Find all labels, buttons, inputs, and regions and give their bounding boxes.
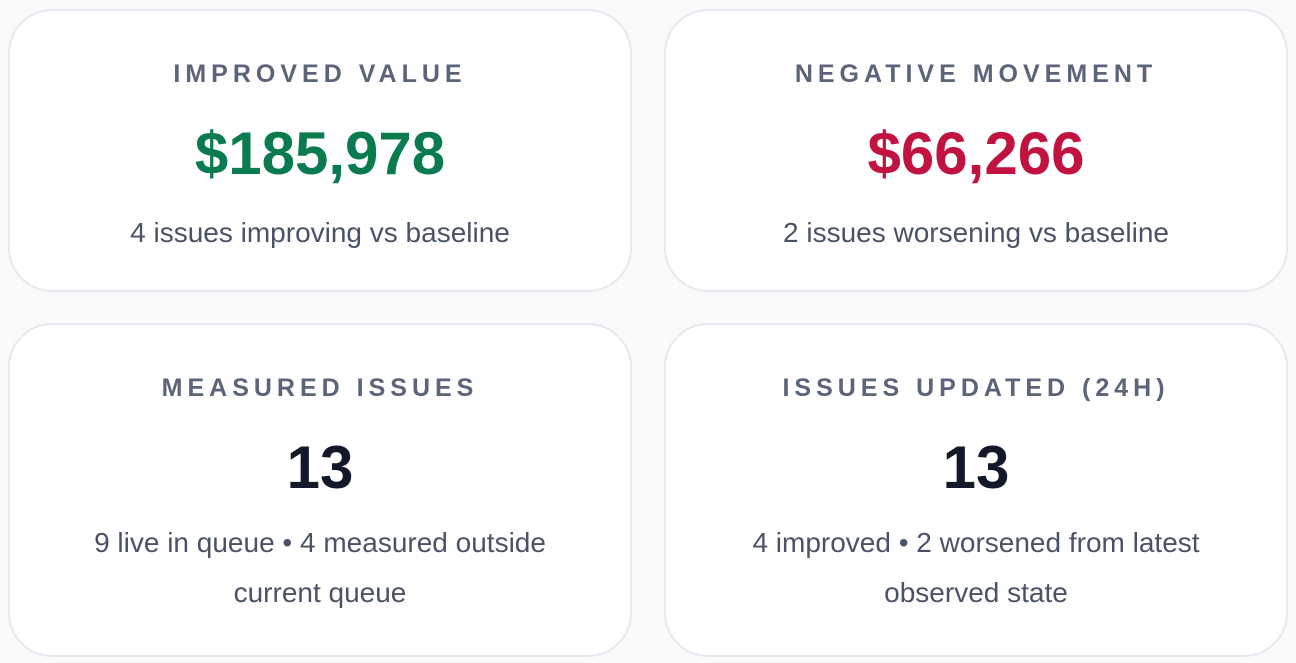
card-label: NEGATIVE MOVEMENT — [794, 60, 1158, 88]
card-subtext: 4 issues improving vs baseline — [130, 217, 510, 248]
card-subtext: 9 live in queue • 4 measured outside cur… — [94, 527, 546, 608]
card-subtext: 4 improved • 2 worsened from latest obse… — [752, 527, 1200, 608]
card-label: MEASURED ISSUES — [161, 374, 479, 402]
card-value: $185,978 — [194, 120, 446, 187]
improved-value-card: IMPROVED VALUE $185,978 4 issues improvi… — [8, 9, 632, 292]
negative-movement-card: NEGATIVE MOVEMENT $66,266 2 issues worse… — [664, 9, 1288, 292]
card-value: $66,266 — [867, 120, 1085, 187]
issues-updated-card: ISSUES UPDATED (24H) 13 4 improved • 2 w… — [664, 323, 1288, 657]
card-subtext: 2 issues worsening vs baseline — [783, 217, 1169, 248]
card-value: 13 — [286, 434, 354, 501]
measured-issues-card: MEASURED ISSUES 13 9 live in queue • 4 m… — [8, 323, 632, 657]
card-label: IMPROVED VALUE — [173, 60, 467, 88]
card-value: 13 — [942, 434, 1010, 501]
card-label: ISSUES UPDATED (24H) — [782, 374, 1170, 402]
